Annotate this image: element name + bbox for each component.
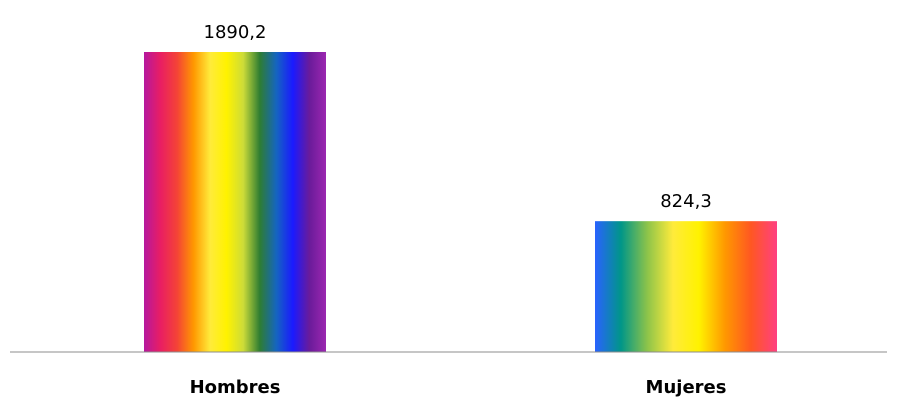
data-label-mujeres: 824,3 [660, 191, 712, 212]
data-labels-group: 1890,2 824,3 [204, 22, 712, 212]
category-label-hombres: Hombres [190, 377, 281, 398]
category-label-mujeres: Mujeres [646, 377, 727, 398]
data-label-hombres: 1890,2 [204, 22, 267, 43]
bars-group [144, 52, 777, 352]
bar-hombres [144, 52, 326, 352]
bar-mujeres [595, 221, 777, 352]
category-labels-group: Hombres Mujeres [190, 377, 727, 398]
